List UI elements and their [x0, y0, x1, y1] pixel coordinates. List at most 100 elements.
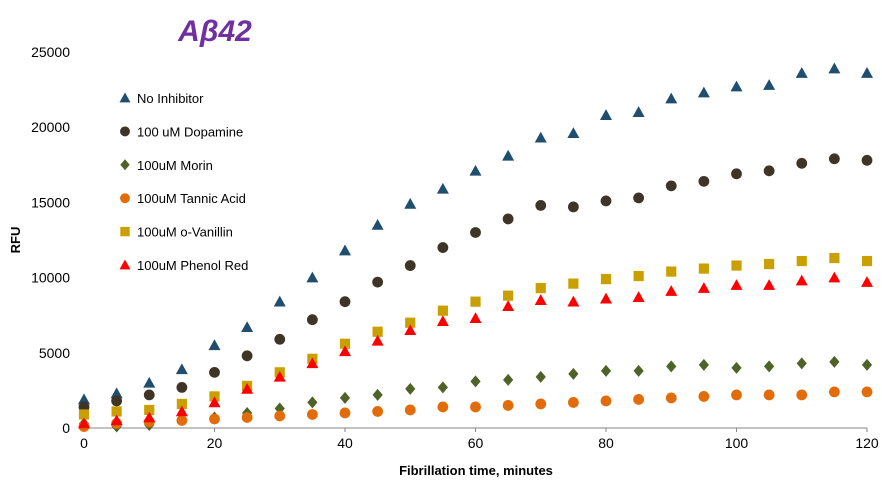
legend: No Inhibitor 100 uM Dopamine 100uM Morin 10…	[119, 91, 248, 273]
y-axis-ticks: 0 5000 10000 15000 20000 25000	[31, 44, 70, 436]
data-point	[568, 278, 579, 289]
legend-label: 100uM Tannic Acid	[137, 191, 246, 206]
y-tick-label: 5000	[39, 345, 70, 361]
series-group	[78, 252, 873, 420]
legend-label: 100 uM Dopamine	[137, 124, 243, 139]
data-point	[763, 79, 776, 90]
x-axis-label: Fibrillation time, minutes	[399, 463, 553, 478]
data-point	[306, 357, 319, 369]
data-point	[502, 213, 514, 225]
data-point	[437, 381, 448, 394]
data-point	[828, 153, 840, 165]
data-point	[143, 376, 156, 388]
data-point	[861, 154, 873, 166]
data-point	[600, 195, 612, 207]
x-tick-label: 100	[725, 435, 749, 451]
data-point	[273, 295, 286, 307]
data-point	[306, 314, 318, 326]
data-point	[534, 131, 547, 143]
data-point	[78, 417, 90, 429]
legend-marker	[120, 193, 130, 204]
data-point	[567, 295, 580, 307]
data-point	[568, 367, 579, 380]
data-points	[78, 62, 873, 433]
data-point	[371, 334, 384, 346]
data-point	[698, 391, 710, 402]
data-point	[404, 260, 416, 271]
data-point	[828, 271, 841, 283]
series-group	[78, 386, 873, 432]
y-tick-label: 20000	[31, 119, 70, 135]
y-tick-label: 15000	[31, 194, 70, 210]
data-point	[274, 333, 286, 345]
data-point	[763, 165, 775, 177]
data-point	[339, 296, 351, 308]
y-tick-label: 10000	[31, 270, 70, 286]
data-point	[796, 389, 808, 401]
data-point	[405, 382, 416, 395]
data-point	[143, 389, 155, 401]
data-point	[339, 244, 351, 256]
legend-label: 100uM o-Vanillin	[137, 225, 233, 240]
data-point	[829, 252, 840, 264]
x-tick-label: 60	[468, 435, 484, 451]
data-point	[143, 411, 156, 423]
data-point	[503, 373, 514, 386]
data-point	[470, 401, 481, 413]
data-point	[666, 360, 677, 373]
data-point	[632, 106, 645, 117]
data-point	[470, 375, 481, 388]
data-point	[861, 255, 873, 267]
data-point	[78, 393, 90, 405]
data-point	[241, 412, 253, 423]
data-point	[176, 381, 188, 393]
legend-label: No Inhibitor	[137, 91, 204, 106]
data-point	[470, 296, 481, 307]
data-point	[503, 290, 514, 301]
data-point	[665, 392, 677, 404]
data-point	[829, 355, 840, 368]
data-point	[469, 164, 482, 176]
data-point	[502, 300, 515, 311]
data-point	[371, 218, 384, 230]
data-point	[436, 182, 449, 194]
chart-title: Aβ42	[177, 15, 252, 48]
data-point	[404, 324, 417, 336]
data-point	[437, 401, 449, 413]
data-point	[274, 410, 286, 422]
x-tick-label: 20	[207, 435, 223, 451]
data-point	[535, 370, 546, 383]
y-axis-label: RFU	[8, 227, 23, 254]
data-point	[861, 386, 873, 398]
legend-label: 100uM Morin	[137, 158, 213, 173]
data-point	[437, 305, 448, 316]
series-group	[78, 355, 873, 433]
data-point	[600, 364, 612, 377]
data-point	[698, 263, 709, 274]
data-point	[339, 345, 351, 357]
data-point	[731, 260, 742, 271]
legend-marker	[120, 159, 130, 171]
data-point	[861, 358, 873, 371]
data-point	[339, 391, 351, 404]
data-point	[796, 357, 807, 370]
data-point	[372, 406, 384, 417]
data-point	[372, 276, 384, 288]
data-point	[339, 407, 351, 419]
data-point	[208, 396, 221, 408]
data-point	[731, 361, 742, 374]
data-point	[665, 285, 678, 296]
x-tick-label: 40	[337, 435, 353, 451]
data-point	[763, 389, 775, 401]
data-point	[600, 109, 612, 120]
series-group	[78, 153, 873, 413]
data-point	[665, 92, 678, 104]
data-point	[633, 394, 645, 405]
data-point	[307, 396, 318, 409]
data-point	[110, 414, 123, 426]
data-point	[633, 364, 644, 377]
data-point	[731, 389, 742, 401]
data-point	[764, 360, 775, 373]
data-point	[796, 157, 808, 169]
